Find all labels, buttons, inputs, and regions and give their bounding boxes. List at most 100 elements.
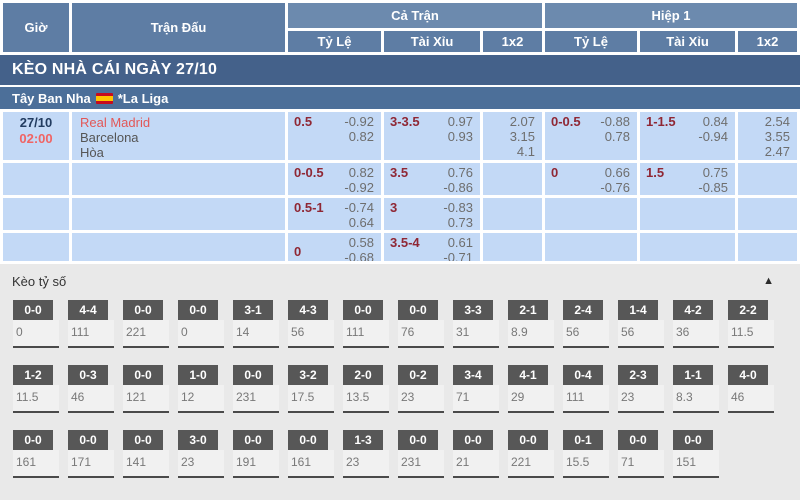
full-1x2-cell[interactable]: 2.07 3.15 4.1 [483, 112, 542, 160]
score-box[interactable]: 0-0 231 [398, 430, 444, 478]
handicap-label: 1.5 [646, 165, 665, 180]
score-box[interactable]: 1-2 11.5 [13, 365, 59, 413]
score-box[interactable]: 0-4 111 [563, 365, 609, 413]
score-label: 2-0 [343, 365, 383, 385]
handicap-label: 3.5-4 [390, 235, 420, 250]
handicap-label: 0 [551, 165, 559, 180]
score-box[interactable]: 4-4 111 [68, 300, 114, 348]
score-box[interactable]: 0-0 0 [13, 300, 59, 348]
score-odds: 0 [13, 320, 59, 348]
score-odds: 8.9 [508, 320, 554, 348]
correct-score-header: Kèo tỷ số ▲ [0, 264, 800, 294]
score-box[interactable]: 1-3 23 [343, 430, 389, 478]
odds-values: -0.88 0.78 [600, 114, 630, 144]
full-overunder-cell[interactable]: 3-3.5 0.97 0.93 [384, 112, 480, 160]
collapse-arrow-icon[interactable]: ▲ [763, 274, 774, 287]
score-odds: 11.5 [728, 320, 774, 348]
score-odds: 161 [13, 450, 59, 478]
score-box[interactable]: 4-2 36 [673, 300, 719, 348]
score-odds: 221 [508, 450, 554, 478]
score-box[interactable]: 0-0 111 [343, 300, 389, 348]
full-handicap-cell[interactable]: 0.5 -0.92 0.82 [288, 112, 381, 160]
score-box[interactable]: 0-0 141 [123, 430, 169, 478]
score-box[interactable]: 4-0 46 [728, 365, 774, 413]
score-box[interactable]: 2-0 13.5 [343, 365, 389, 413]
score-odds: 121 [123, 385, 169, 413]
score-box[interactable]: 4-1 29 [508, 365, 554, 413]
score-box[interactable]: 0-0 231 [233, 365, 279, 413]
match-teams-cell [72, 198, 285, 230]
match-teams-cell [72, 163, 285, 195]
score-odds: 161 [288, 450, 334, 478]
score-row: 0-0 0 4-4 111 0-0 221 0-0 0 3-1 14 4-3 56 0-0 111 0-0 7… [13, 300, 800, 348]
full-overunder-cell[interactable]: 3.5-4 0.61 -0.71 [384, 233, 480, 261]
score-label: 2-1 [508, 300, 548, 320]
score-box[interactable]: 0-0 151 [673, 430, 719, 478]
score-odds: 231 [398, 450, 444, 478]
score-box[interactable]: 0-0 221 [508, 430, 554, 478]
score-box[interactable]: 0-0 21 [453, 430, 499, 478]
score-label: 0-0 [233, 365, 273, 385]
score-box[interactable]: 3-4 71 [453, 365, 499, 413]
score-odds: 11.5 [13, 385, 59, 413]
score-label: 3-2 [288, 365, 328, 385]
score-box[interactable]: 2-3 23 [618, 365, 664, 413]
score-box[interactable]: 3-2 17.5 [288, 365, 334, 413]
score-label: 0-0 [618, 430, 658, 450]
column-header-match: Trận Đấu [72, 3, 285, 52]
half-1x2-cell[interactable]: 2.54 3.55 2.47 [738, 112, 797, 160]
score-box[interactable]: 0-0 171 [68, 430, 114, 478]
score-odds: 15.5 [563, 450, 609, 478]
score-box[interactable]: 0-0 76 [398, 300, 444, 348]
column-group-full-match: Cả Trận [288, 3, 542, 28]
score-box[interactable]: 2-4 56 [563, 300, 609, 348]
full-overunder-cell[interactable]: 3 -0.83 0.73 [384, 198, 480, 230]
half-handicap-cell[interactable]: 0 0.66 -0.76 [545, 163, 637, 195]
handicap-label: 3 [390, 200, 398, 215]
match-date: 27/10 [19, 115, 53, 130]
score-odds: 29 [508, 385, 554, 413]
score-box[interactable]: 0-2 23 [398, 365, 444, 413]
score-box[interactable]: 3-0 23 [178, 430, 224, 478]
score-box[interactable]: 1-1 8.3 [673, 365, 719, 413]
score-odds: 12 [178, 385, 224, 413]
full-handicap-cell[interactable]: 0.5-1 -0.74 0.64 [288, 198, 381, 230]
score-odds: 0 [178, 320, 224, 348]
score-box[interactable]: 2-1 8.9 [508, 300, 554, 348]
score-box[interactable]: 0-0 71 [618, 430, 664, 478]
handicap-label: 0 [294, 244, 302, 259]
score-box[interactable]: 2-2 11.5 [728, 300, 774, 348]
draw-label: Hòa [80, 145, 104, 160]
score-odds: 231 [233, 385, 279, 413]
handicap-label: 3-3.5 [390, 114, 420, 129]
score-box[interactable]: 1-0 12 [178, 365, 224, 413]
away-team: Barcelona [80, 130, 139, 145]
score-row: 1-2 11.5 0-3 46 0-0 121 1-0 12 0-0 231 3-2 17.5 2-0 1… [13, 365, 800, 413]
score-odds: 46 [68, 385, 114, 413]
score-label: 1-1 [673, 365, 713, 385]
full-handicap-cell[interactable]: 0 0.58 -0.68 [288, 233, 381, 261]
league-row: Tây Ban Nha *La Liga [0, 87, 800, 109]
half-overunder-cell[interactable]: 1.5 0.75 -0.85 [640, 163, 735, 195]
score-box[interactable]: 0-0 221 [123, 300, 169, 348]
score-odds: 71 [453, 385, 499, 413]
column-header-half-1x2: 1x2 [738, 31, 797, 52]
full-handicap-cell[interactable]: 0-0.5 0.82 -0.92 [288, 163, 381, 195]
score-box[interactable]: 0-1 15.5 [563, 430, 609, 478]
score-label: 0-0 [68, 430, 108, 450]
score-box[interactable]: 0-0 121 [123, 365, 169, 413]
full-overunder-cell[interactable]: 3.5 0.76 -0.86 [384, 163, 480, 195]
score-label: 1-3 [343, 430, 383, 450]
score-box[interactable]: 3-3 31 [453, 300, 499, 348]
score-box[interactable]: 4-3 56 [288, 300, 334, 348]
half-handicap-cell[interactable]: 0-0.5 -0.88 0.78 [545, 112, 637, 160]
score-box[interactable]: 1-4 56 [618, 300, 664, 348]
score-box[interactable]: 0-0 161 [13, 430, 59, 478]
half-overunder-cell[interactable]: 1-1.5 0.84 -0.94 [640, 112, 735, 160]
score-box[interactable]: 0-0 191 [233, 430, 279, 478]
score-box[interactable]: 0-3 46 [68, 365, 114, 413]
score-box[interactable]: 0-0 161 [288, 430, 334, 478]
score-box[interactable]: 0-0 0 [178, 300, 224, 348]
score-label: 3-4 [453, 365, 493, 385]
score-box[interactable]: 3-1 14 [233, 300, 279, 348]
